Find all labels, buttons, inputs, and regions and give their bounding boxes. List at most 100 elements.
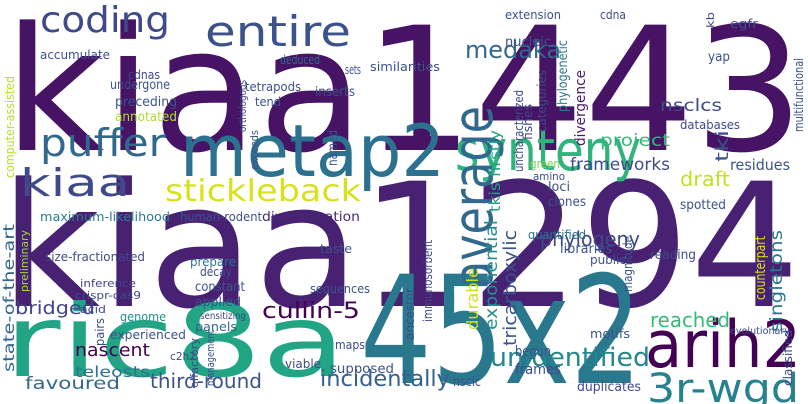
word: libraries [560, 242, 612, 257]
word: frames [515, 362, 561, 378]
word: named [326, 130, 341, 166]
word: sets [345, 63, 361, 77]
word: c2h2 [170, 350, 196, 363]
word: constant [195, 280, 245, 295]
word: undergone [110, 78, 170, 93]
word: computer-assisted [3, 76, 17, 178]
word: diversification [262, 210, 360, 225]
word: evolutionary [730, 326, 790, 337]
word: average [441, 106, 505, 288]
word: bridged [15, 298, 95, 319]
word: inference [80, 277, 136, 290]
word: exponential [482, 220, 502, 330]
word: durable [463, 268, 482, 330]
word: size-fractionated [45, 250, 145, 264]
word: nsclc [453, 375, 481, 390]
word: divergence [573, 70, 589, 146]
word: kiaa1443 [4, 0, 804, 191]
word: cullin-5 [262, 299, 360, 324]
word: annotated [115, 110, 177, 125]
word: preliminary [18, 230, 31, 292]
word: tend [255, 95, 281, 109]
word: singletons [767, 230, 787, 332]
word: state-of-the-art [0, 224, 18, 372]
word: sensitizing [200, 311, 246, 322]
word: synteny [455, 119, 641, 184]
word: extension [505, 8, 561, 22]
word: project [600, 131, 670, 151]
word: cdnas [128, 68, 160, 82]
word: applied [195, 295, 241, 309]
word: residues [730, 156, 790, 174]
word: begun [515, 344, 551, 360]
word: yap [708, 50, 730, 65]
word: draft [680, 167, 730, 191]
word: clones [548, 195, 586, 210]
word: inserts [315, 85, 355, 100]
word: deduced [280, 53, 320, 67]
word: 3r-wgd [647, 366, 799, 404]
word: coding [40, 0, 170, 41]
word: stickleback [165, 174, 362, 209]
word: nsclcs [660, 96, 722, 116]
word: incidentally [320, 367, 450, 392]
word: teleosts [75, 363, 150, 381]
word: kb [704, 12, 717, 28]
word: pairs [93, 318, 107, 346]
word: uncharacterized [512, 90, 526, 172]
word: crispr-cas9 [75, 289, 141, 302]
word: spotted [680, 198, 726, 213]
word: nascent [75, 340, 150, 361]
word: immunosorbent [421, 240, 435, 322]
word: nucleic [505, 35, 551, 50]
word: human-rodent [180, 210, 262, 224]
word: experienced [110, 328, 186, 342]
word: loci [548, 180, 570, 195]
word: 45x2 [360, 245, 642, 404]
word: counterpart [753, 236, 769, 300]
word: motifs [590, 327, 630, 341]
word: fishes [521, 104, 535, 140]
word: tki [712, 130, 733, 162]
word: tetrapods [245, 80, 301, 94]
word: reached [650, 308, 730, 332]
word: similarities [370, 60, 440, 74]
word: kiaa1294 [0, 146, 800, 347]
word: multifunctional [792, 58, 806, 132]
word: maps [335, 338, 365, 352]
word: prepare [190, 255, 236, 269]
word: sequences [310, 282, 370, 296]
word: tricarboxylic [500, 230, 521, 346]
word: medaka [465, 36, 561, 64]
word: acid [80, 303, 106, 316]
word: databases [680, 118, 740, 132]
word: taste [320, 242, 352, 256]
word: classified [781, 330, 795, 386]
word: accumulate [40, 48, 110, 62]
word: green [530, 157, 560, 171]
word: reading [650, 248, 696, 263]
word: maximum-likelihood [40, 210, 170, 224]
word: unidentified [490, 343, 650, 373]
word: olfactory [188, 338, 201, 388]
word: genome [120, 310, 166, 324]
word: egfr [730, 17, 758, 31]
word: puffer [40, 121, 166, 165]
word: exceeds [248, 130, 261, 170]
word: management [204, 329, 217, 386]
word: phylogenetic [556, 40, 571, 112]
word: panels [195, 320, 237, 334]
word: public [590, 253, 626, 267]
word: viable [285, 357, 321, 371]
word: duplicates [577, 380, 641, 395]
word: categories [535, 70, 549, 132]
word: decay [200, 265, 232, 279]
word: ric8a [4, 283, 346, 400]
word: tkis firstly [486, 130, 504, 212]
word: kiaa [20, 161, 130, 205]
word: cdna [600, 8, 626, 22]
word: phylogeny [540, 227, 640, 251]
